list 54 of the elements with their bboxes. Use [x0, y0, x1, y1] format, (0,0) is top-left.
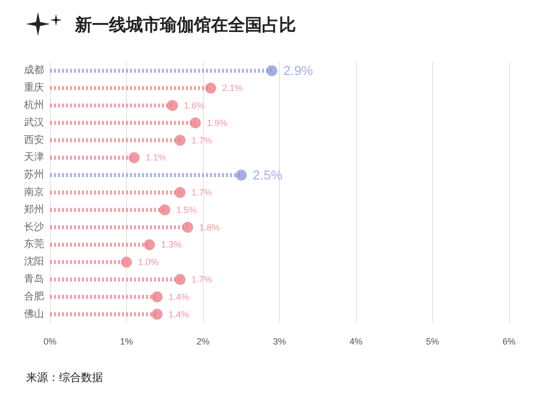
y-tick-label: 天津 — [24, 151, 44, 164]
data-label: 1.8% — [199, 222, 220, 232]
point — [159, 204, 170, 216]
point — [174, 274, 186, 285]
y-tick-label: 西安 — [24, 134, 44, 146]
y-tick-label: 杭州 — [23, 99, 44, 111]
point — [236, 170, 247, 181]
data-label: 1.6% — [184, 100, 204, 110]
y-tick-label: 苏州 — [24, 168, 44, 181]
y-tick-label: 青岛 — [24, 273, 44, 285]
x-tick-label: 2% — [196, 336, 210, 346]
x-tick-label: 1% — [120, 336, 134, 346]
data-label: 2.9% — [283, 63, 314, 78]
y-tick-label: 沈阳 — [24, 256, 44, 268]
x-tick-label: 3% — [272, 336, 286, 346]
data-label: 1.5% — [176, 204, 197, 215]
chart-title: 新一线城市瑜伽馆在全国占比 — [74, 16, 296, 36]
x-tick-label: 5% — [426, 336, 440, 346]
y-tick-label: 武汉 — [24, 116, 44, 128]
point — [205, 82, 216, 94]
y-tick-label: 南京 — [24, 186, 44, 198]
point — [174, 187, 186, 198]
data-label: 1.7% — [192, 135, 212, 146]
x-tick-label: 6% — [502, 336, 516, 346]
data-label: 2.1% — [222, 83, 243, 94]
point — [174, 134, 186, 146]
x-tick-label: 0% — [43, 336, 57, 346]
data-label: 1.3% — [160, 240, 182, 250]
data-label: 1.4% — [168, 292, 190, 302]
y-tick-label: 佛山 — [24, 308, 44, 320]
data-label: 1.7% — [192, 274, 212, 284]
y-tick-label: 郑州 — [24, 203, 44, 216]
y-tick-label: 合肥 — [24, 290, 44, 302]
point — [152, 291, 163, 302]
point — [166, 100, 178, 111]
y-tick-label: 重庆 — [24, 82, 44, 94]
data-label: 1.1% — [146, 152, 166, 163]
x-tick-label: 4% — [349, 336, 363, 346]
source-note: 来源：综合数据 — [26, 371, 103, 384]
point — [121, 256, 132, 268]
data-label: 1.4% — [168, 309, 190, 320]
data-label: 2.5% — [252, 168, 283, 183]
point — [182, 222, 194, 233]
y-tick-label: 东莞 — [24, 238, 44, 250]
data-label: 1.7% — [192, 188, 212, 198]
point — [152, 308, 163, 320]
data-label: 1.9% — [206, 118, 228, 128]
point — [144, 239, 155, 250]
data-label: 1.0% — [138, 257, 159, 268]
y-tick-label: 长沙 — [24, 220, 44, 233]
point — [266, 65, 278, 76]
point — [190, 117, 201, 128]
point — [128, 152, 140, 164]
y-tick-label: 成都 — [24, 64, 44, 76]
